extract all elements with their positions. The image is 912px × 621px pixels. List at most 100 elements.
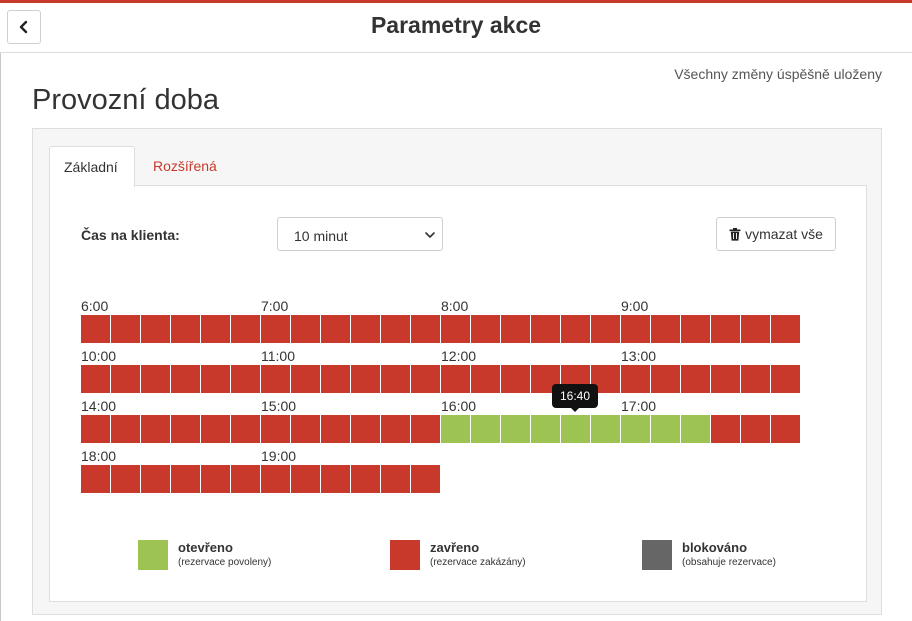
time-slot-closed[interactable]	[381, 465, 410, 493]
time-slot-closed[interactable]	[201, 365, 230, 393]
time-slot-closed[interactable]	[621, 315, 650, 343]
time-slot-closed[interactable]	[291, 465, 320, 493]
time-slot-closed[interactable]	[741, 415, 770, 443]
time-slot-closed[interactable]	[381, 315, 410, 343]
time-slot-closed[interactable]	[261, 415, 290, 443]
hour-label: 12:00	[441, 348, 477, 364]
time-slot-closed[interactable]	[81, 465, 110, 493]
time-slot-closed[interactable]	[111, 315, 140, 343]
time-slot-closed[interactable]	[411, 465, 440, 493]
time-slot-closed[interactable]	[141, 315, 170, 343]
time-slot-closed[interactable]	[471, 365, 500, 393]
time-slot-closed[interactable]	[171, 315, 200, 343]
time-slot-closed[interactable]	[741, 365, 770, 393]
client-time-select[interactable]: 10 minut	[277, 217, 443, 251]
time-slot-closed[interactable]	[81, 415, 110, 443]
legend-open-swatch	[138, 540, 168, 570]
time-slot-closed[interactable]	[321, 465, 350, 493]
time-slot-closed[interactable]	[231, 415, 260, 443]
time-slot-closed[interactable]	[201, 465, 230, 493]
time-slot-closed[interactable]	[141, 415, 170, 443]
time-slot-closed[interactable]	[141, 365, 170, 393]
time-slot-closed[interactable]	[261, 365, 290, 393]
time-slot-closed[interactable]	[411, 365, 440, 393]
time-slot-closed[interactable]	[501, 315, 530, 343]
time-slot-closed[interactable]	[711, 415, 740, 443]
tab-content: Čas na klienta: 10 minut vymazat vše 6:0…	[49, 185, 867, 602]
time-slot-closed[interactable]	[111, 365, 140, 393]
time-slot-closed[interactable]	[621, 365, 650, 393]
time-slot-closed[interactable]	[201, 415, 230, 443]
time-slot-closed[interactable]	[711, 315, 740, 343]
time-slot-closed[interactable]	[741, 315, 770, 343]
time-slot-closed[interactable]	[381, 365, 410, 393]
time-slot-closed[interactable]	[351, 365, 380, 393]
back-button[interactable]	[7, 10, 41, 44]
time-slot-closed[interactable]	[111, 465, 140, 493]
time-slot-closed[interactable]	[351, 415, 380, 443]
time-slot-closed[interactable]	[111, 415, 140, 443]
time-slot-closed[interactable]	[171, 415, 200, 443]
time-slot-closed[interactable]	[201, 315, 230, 343]
time-slot-closed[interactable]	[321, 315, 350, 343]
time-slot-open[interactable]	[531, 415, 560, 443]
clear-all-button[interactable]: vymazat vše	[716, 217, 836, 251]
time-slot-closed[interactable]	[411, 415, 440, 443]
time-slot-closed[interactable]	[471, 315, 500, 343]
hour-label: 7:00	[261, 298, 289, 314]
time-slot-closed[interactable]	[141, 465, 170, 493]
time-slot-closed[interactable]	[351, 315, 380, 343]
section-title: Provozní doba	[32, 84, 220, 116]
time-slot-closed[interactable]	[381, 415, 410, 443]
time-slot-open[interactable]	[501, 415, 530, 443]
tab-advanced[interactable]: Rozšířená	[153, 158, 217, 174]
time-slot-closed[interactable]	[231, 315, 260, 343]
time-slot-closed[interactable]	[681, 315, 710, 343]
time-slot-closed[interactable]	[291, 415, 320, 443]
time-slot-closed[interactable]	[81, 315, 110, 343]
time-slot-open[interactable]	[441, 415, 470, 443]
time-slot-closed[interactable]	[681, 365, 710, 393]
time-slot-open[interactable]	[591, 415, 620, 443]
time-slot-open[interactable]	[621, 415, 650, 443]
time-slot-closed[interactable]	[651, 365, 680, 393]
time-slot-closed[interactable]	[591, 315, 620, 343]
time-slot-open[interactable]	[471, 415, 500, 443]
left-divider	[0, 53, 1, 621]
time-slot-closed[interactable]	[441, 365, 470, 393]
time-slot-closed[interactable]	[291, 315, 320, 343]
time-slot-closed[interactable]	[171, 365, 200, 393]
time-slot-closed[interactable]	[711, 365, 740, 393]
time-slot-closed[interactable]	[501, 365, 530, 393]
hour-label: 14:00	[81, 398, 117, 414]
time-slot-open[interactable]	[681, 415, 710, 443]
time-slot-closed[interactable]	[321, 365, 350, 393]
time-slot-closed[interactable]	[81, 365, 110, 393]
time-slot-closed[interactable]	[411, 315, 440, 343]
time-slot-closed[interactable]	[321, 415, 350, 443]
time-slot-closed[interactable]	[261, 315, 290, 343]
tab-basic[interactable]: Základní	[49, 146, 135, 187]
legend-blocked-subtitle: (obsahuje rezervace)	[682, 557, 776, 568]
time-slot-closed[interactable]	[771, 365, 800, 393]
hour-label: 17:00	[621, 398, 657, 414]
time-slot-closed[interactable]	[651, 315, 680, 343]
time-slot-closed[interactable]	[531, 315, 560, 343]
time-slot-closed[interactable]	[231, 365, 260, 393]
time-slot-closed[interactable]	[351, 465, 380, 493]
time-slot-open[interactable]	[651, 415, 680, 443]
hour-label: 11:00	[261, 348, 295, 364]
time-slot-closed[interactable]	[171, 465, 200, 493]
legend-blocked-swatch	[642, 540, 672, 570]
time-slot-closed[interactable]	[561, 315, 590, 343]
save-status: Všechny změny úspěšně uloženy	[674, 66, 882, 82]
hour-label: 18:00	[81, 448, 117, 464]
time-slot-closed[interactable]	[441, 315, 470, 343]
time-slot-closed[interactable]	[771, 415, 800, 443]
time-slot-closed[interactable]	[231, 465, 260, 493]
time-slot-closed[interactable]	[291, 365, 320, 393]
time-slot-open[interactable]	[561, 415, 590, 443]
page-title: Parametry akce	[370, 12, 542, 38]
time-slot-closed[interactable]	[261, 465, 290, 493]
time-slot-closed[interactable]	[771, 315, 800, 343]
